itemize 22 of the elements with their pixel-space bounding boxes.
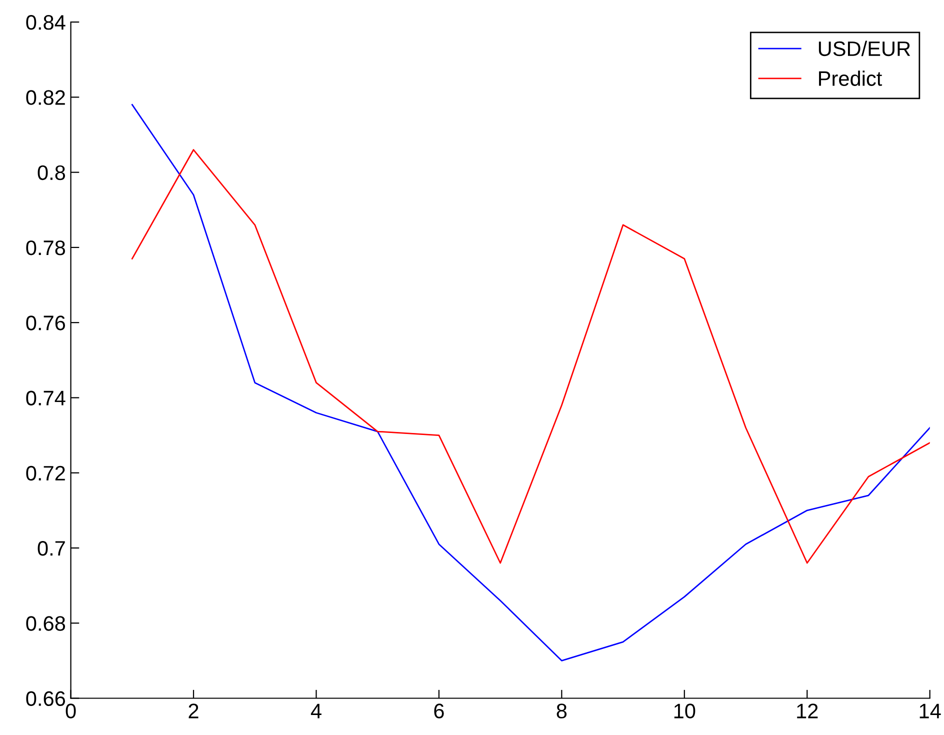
y-tick-label: 0.8 <box>38 165 66 180</box>
y-tick-label: 0.74 <box>26 390 66 406</box>
y-tick-label: 0.7 <box>38 540 65 556</box>
y-tick-label: 0.76 <box>26 316 66 330</box>
y-tick-label: 0.66 <box>26 691 66 706</box>
y-tick-label: 0.72 <box>26 466 65 481</box>
x-tick-label: 2 <box>188 704 198 718</box>
y-tick-label: 0.68 <box>26 616 66 631</box>
y-tick-label: 0.78 <box>26 240 66 256</box>
x-tick-label: 8 <box>556 704 567 718</box>
y-tick-label: 0.82 <box>26 90 65 105</box>
legend-label: USD/EUR <box>818 40 910 56</box>
line-series <box>131 149 930 564</box>
x-tick-label: 12 <box>797 704 818 718</box>
line-series <box>131 104 930 662</box>
y-tick-label: 0.84 <box>26 15 66 30</box>
legend-label: Predict <box>819 70 882 86</box>
x-tick-label: 6 <box>434 704 444 718</box>
x-tick-label: 4 <box>310 704 322 718</box>
x-tick-label: 10 <box>674 704 696 718</box>
x-tick-label: 14 <box>920 704 941 718</box>
x-tick-label: 0 <box>66 704 76 718</box>
